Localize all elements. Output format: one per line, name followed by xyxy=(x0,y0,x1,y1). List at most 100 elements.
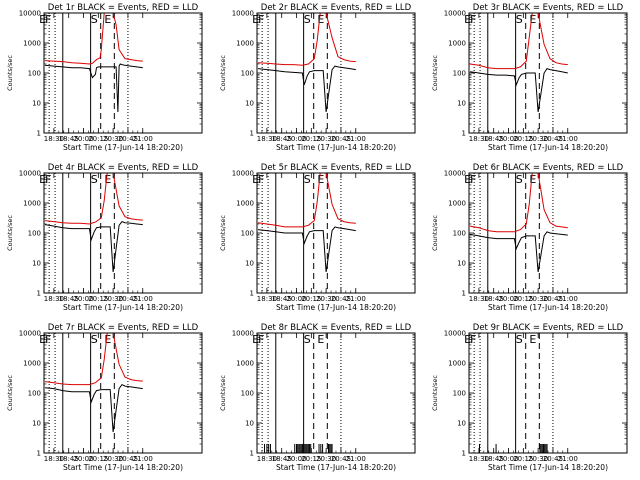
y-tick-label: 1000 xyxy=(236,40,254,48)
panel-title: Det 5r BLACK = Events, RED = LLD xyxy=(261,163,412,173)
panel-title: Det 8r BLACK = Events, RED = LLD xyxy=(261,323,412,333)
x-tick-label: 18:30 xyxy=(257,455,277,463)
x-tick-label: 18:30 xyxy=(257,295,277,303)
y-tick-label: 1 xyxy=(250,130,254,138)
x-tick-label: 20:30 xyxy=(528,295,548,303)
y-tick-label: 10000 xyxy=(232,330,254,338)
y-tick-label: 10 xyxy=(32,420,41,428)
y-tick-label: 10000 xyxy=(444,170,466,178)
x-tick-label: 20:00 xyxy=(286,135,306,143)
marker-label: F xyxy=(470,173,476,186)
x-tick-label: 20:00 xyxy=(73,455,93,463)
series-events-line xyxy=(257,226,356,273)
panel-title: Det 9r BLACK = Events, RED = LLD xyxy=(473,323,624,333)
panel-4: Det 4r BLACK = Events, RED = LLD Counts/s… xyxy=(6,163,203,312)
x-tick-label: 20:00 xyxy=(498,295,518,303)
marker-label: F xyxy=(470,13,476,26)
x-tick-label: 20:15 xyxy=(88,295,108,303)
marker-label: E xyxy=(252,173,259,186)
x-tick-label: 20:45 xyxy=(118,295,138,303)
x-tick-label: 18:30 xyxy=(469,135,489,143)
x-tick-label: 20:15 xyxy=(301,135,321,143)
y-tick-label: 100 xyxy=(28,390,41,398)
panel-9: Det 9r BLACK = Events, RED = LLD Counts/s… xyxy=(431,323,628,472)
marker-label: S xyxy=(304,173,311,186)
series-lld-line xyxy=(257,172,356,228)
marker-label: F xyxy=(258,173,264,186)
series-lld-line xyxy=(469,12,568,70)
series-events-line xyxy=(44,221,143,273)
x-tick-label: 20:00 xyxy=(498,455,518,463)
x-axis-label: Start Time (17-Jun-14 18:20:20) xyxy=(276,463,396,472)
marker-label: F xyxy=(45,333,51,346)
y-tick-label: 100 xyxy=(241,230,254,238)
x-tick-label: 18:30 xyxy=(469,295,489,303)
panel-title: Det 1r BLACK = Events, RED = LLD xyxy=(48,3,199,13)
y-tick-label: 100 xyxy=(241,70,254,78)
x-axis-label: Start Time (17-Jun-14 18:20:20) xyxy=(63,143,183,152)
x-tick-label: 21:00 xyxy=(346,455,366,463)
x-axis-label: Start Time (17-Jun-14 18:20:20) xyxy=(63,463,183,472)
marker-label: E xyxy=(104,173,111,186)
x-tick-label: 18:45 xyxy=(272,135,292,143)
y-tick-label: 1 xyxy=(462,450,466,458)
marker-label: S xyxy=(516,173,523,186)
y-axis-label: Counts/sec xyxy=(6,55,14,91)
panel-8: Det 8r BLACK = Events, RED = LLD Counts/s… xyxy=(219,323,416,472)
series-lld-line xyxy=(44,12,143,65)
x-tick-label: 20:30 xyxy=(316,295,336,303)
plot-frame xyxy=(468,332,628,454)
panel-2: Det 2r BLACK = Events, RED = LLD Counts/s… xyxy=(219,3,416,152)
y-tick-label: 1 xyxy=(250,450,254,458)
x-tick-label: 20:15 xyxy=(88,455,108,463)
series-lld-line xyxy=(257,12,356,66)
x-tick-label: 20:30 xyxy=(528,135,548,143)
y-tick-label: 1000 xyxy=(448,360,466,368)
marker-label: E xyxy=(252,333,259,346)
x-tick-label: 21:00 xyxy=(133,295,153,303)
panel-title: Det 3r BLACK = Events, RED = LLD xyxy=(473,3,624,13)
y-tick-label: 1000 xyxy=(23,200,41,208)
x-tick-label: 18:30 xyxy=(44,295,64,303)
y-tick-label: 10 xyxy=(245,100,254,108)
y-tick-label: 1000 xyxy=(448,40,466,48)
series-lld-line xyxy=(44,172,143,225)
marker-label: F xyxy=(45,13,51,26)
marker-label: S xyxy=(91,13,98,26)
x-tick-label: 21:00 xyxy=(133,135,153,143)
x-tick-label: 20:30 xyxy=(103,295,123,303)
y-tick-label: 10000 xyxy=(444,330,466,338)
y-tick-label: 100 xyxy=(453,230,466,238)
marker-label: E xyxy=(104,13,111,26)
x-tick-label: 18:45 xyxy=(484,135,504,143)
y-tick-label: 1 xyxy=(37,450,41,458)
series-lld-line xyxy=(469,172,568,233)
panel-1: Det 1r BLACK = Events, RED = LLD Counts/s… xyxy=(6,3,203,152)
marker-label: E xyxy=(317,13,324,26)
series-lld-line xyxy=(44,332,143,386)
x-tick-label: 21:00 xyxy=(558,455,578,463)
y-tick-label: 100 xyxy=(28,230,41,238)
x-tick-label: 20:45 xyxy=(543,295,563,303)
x-tick-label: 20:00 xyxy=(498,135,518,143)
y-tick-label: 10 xyxy=(32,100,41,108)
marker-label: E xyxy=(104,333,111,346)
x-tick-label: 20:30 xyxy=(316,455,336,463)
x-tick-label: 20:45 xyxy=(331,135,351,143)
panel-5: Det 5r BLACK = Events, RED = LLD Counts/s… xyxy=(219,163,416,312)
x-tick-label: 18:45 xyxy=(484,295,504,303)
series-events-line xyxy=(469,68,568,113)
marker-label: F xyxy=(258,333,264,346)
y-tick-label: 10 xyxy=(32,260,41,268)
marker-label: S xyxy=(91,173,98,186)
x-tick-label: 18:30 xyxy=(469,455,489,463)
y-tick-label: 1000 xyxy=(23,360,41,368)
x-tick-label: 20:15 xyxy=(88,135,108,143)
x-tick-label: 21:00 xyxy=(346,135,366,143)
plot-frame xyxy=(43,172,203,294)
x-axis-label: Start Time (17-Jun-14 18:20:20) xyxy=(63,303,183,312)
plot-frame xyxy=(256,332,416,454)
panel-title: Det 2r BLACK = Events, RED = LLD xyxy=(261,3,412,13)
marker-label: E xyxy=(39,173,46,186)
x-tick-label: 20:45 xyxy=(118,135,138,143)
